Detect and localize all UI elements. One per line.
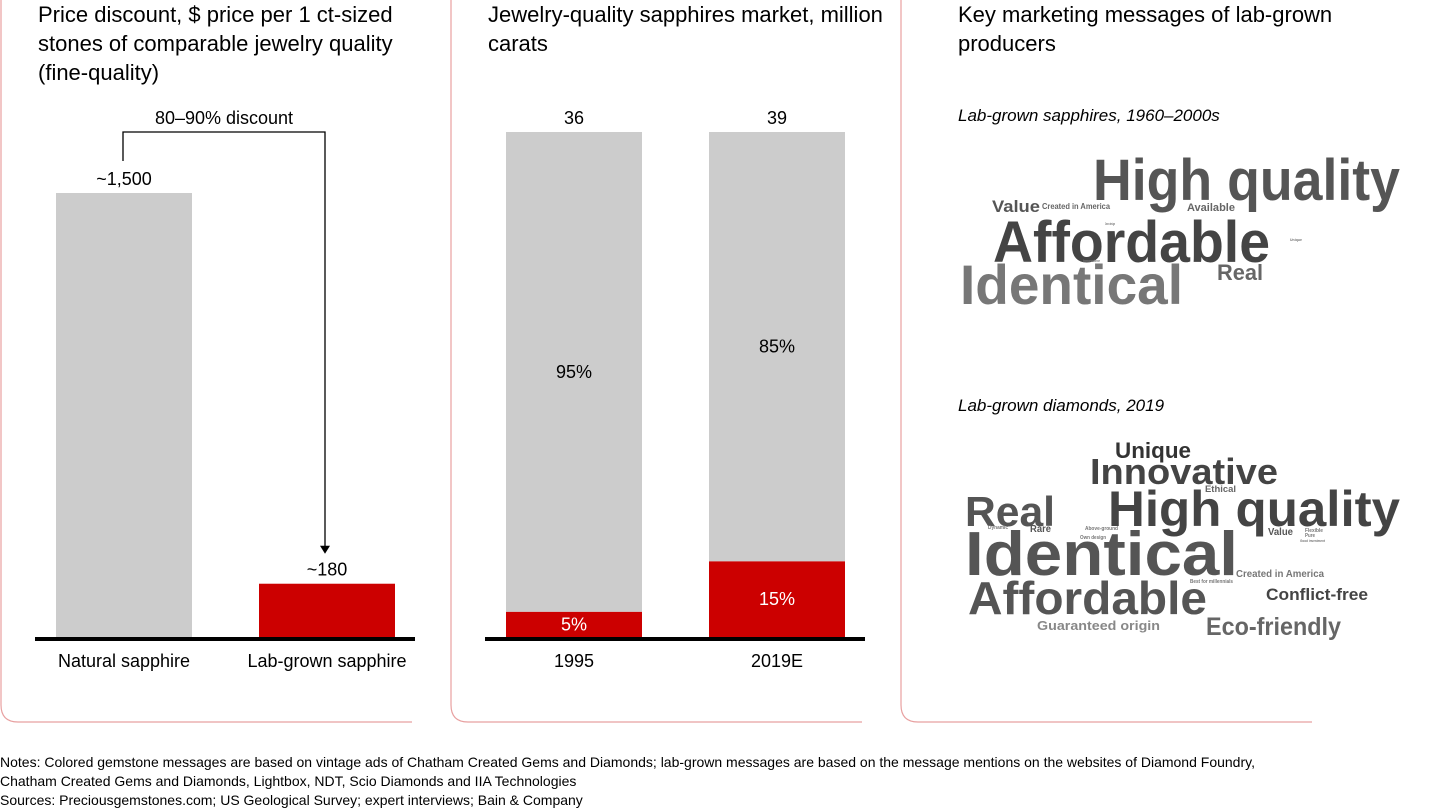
value-label: ~1,500 [96, 169, 152, 189]
annotation-bracket [122, 131, 326, 548]
value-label: 5% [561, 614, 587, 634]
cloud-word: Identical [960, 253, 1183, 316]
cloud-word: Value [1268, 527, 1293, 538]
cloud-word: Own design [1080, 535, 1106, 541]
cloud-word: Affordable [993, 210, 1270, 275]
cloud-word: Rare [1030, 524, 1051, 535]
cloud-word: Above-ground [1085, 526, 1118, 532]
cloud-word: Real [965, 488, 1055, 535]
total-label: 39 [767, 108, 787, 128]
annotation-bg [144, 104, 304, 128]
x-tick-label: Lab-grown sapphire [247, 651, 407, 671]
bar-segment [506, 611, 642, 637]
panel-frames [0, 0, 1312, 723]
bar [56, 193, 192, 637]
value-label: 15% [759, 589, 795, 609]
cloud-word: Created in America [1236, 569, 1324, 580]
cloud-word: High quality [1108, 481, 1400, 537]
cloud-word: Unique [1115, 438, 1191, 463]
cloud-word: Affordable [968, 572, 1207, 624]
annotation-arrow [320, 545, 330, 554]
bar-segment [506, 132, 642, 612]
cloud-word: Unique [1290, 237, 1303, 242]
cloud-word: Guaranteed origin [1037, 618, 1160, 633]
value-label: 95% [556, 362, 592, 382]
panel-title: Key marketing messages of lab-grown prod… [958, 2, 1333, 56]
cloud-word: Available [1187, 202, 1235, 214]
cloud-word: High quality [1093, 148, 1400, 213]
notes: Notes: Colored gemstone messages are bas… [0, 754, 1255, 789]
bar-segment [709, 132, 845, 562]
panel-frame [0, 0, 412, 723]
value-label: ~180 [307, 560, 348, 580]
value-label: 85% [759, 337, 795, 357]
cloud-subtitle: Lab-grown sapphires, 1960–2000s [958, 106, 1220, 125]
cloud-word: Real [1217, 260, 1263, 285]
cloud-word: Conflict-free [1266, 585, 1368, 604]
cloud-word: Ethical [1205, 484, 1236, 494]
cloud-word: Best for millennials [1190, 579, 1233, 585]
bar [259, 583, 395, 637]
total-label: 36 [564, 108, 584, 128]
annotation: 80–90% discount [155, 108, 293, 128]
panel-frame [450, 0, 862, 723]
cloud-word: Dynamic [988, 525, 1008, 531]
cloud-word: Pure [1305, 533, 1315, 539]
x-tick-label: 2019E [750, 651, 804, 671]
cloud-word: Value [992, 197, 1040, 216]
bar-segment [709, 561, 845, 637]
cloud-word: Flexible [1305, 528, 1323, 534]
x-tick-label: Natural sapphire [57, 651, 191, 671]
x-tick-label: 1995 [553, 651, 595, 671]
cloud-word: Innovative [1090, 451, 1278, 492]
cloud-word: Good investment [1300, 538, 1326, 543]
cloud-word: Identical [965, 520, 1238, 589]
cloud-word: Eco-friendly [1206, 613, 1341, 641]
cloud-word: Created in America [1042, 202, 1111, 211]
cloud-word: Innovative [1083, 258, 1101, 263]
cloud-word: Own design [1105, 221, 1115, 226]
chart-title: Jewelry-quality sapphires market, millio… [488, 2, 883, 56]
cloud-subtitle: Lab-grown diamonds, 2019 [958, 396, 1165, 415]
sources: Sources: Preciousgemstones.com; US Geolo… [0, 792, 583, 808]
chart-title: Price discount, $ price per 1 ct-sized s… [38, 2, 393, 85]
panel-frame [900, 0, 1312, 723]
